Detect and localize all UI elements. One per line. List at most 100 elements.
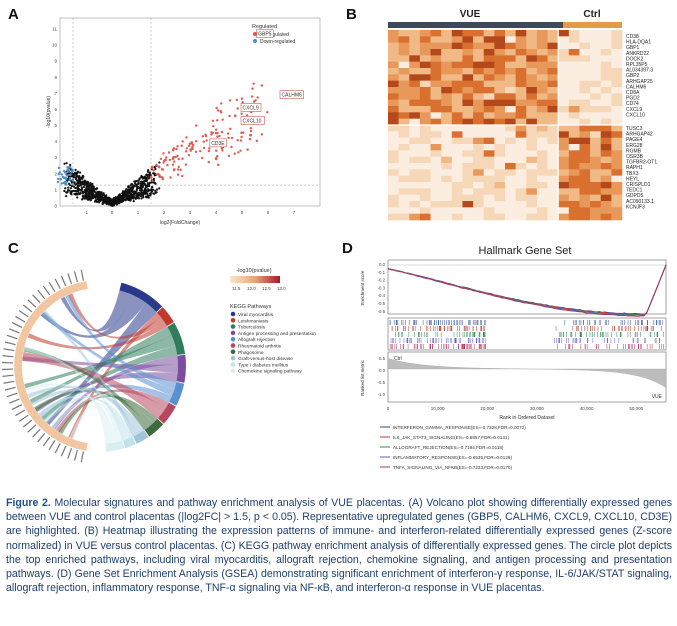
volcano-point-up [164,156,168,159]
heatmap-cell [388,93,399,100]
heatmap-cell [547,194,559,202]
volcano-point-ns [146,174,149,178]
volcano-point-ns [84,182,87,185]
volcano-point-ns [85,190,88,193]
heatmap-cell [558,188,570,195]
volcano-point-ns [85,196,88,199]
heatmap-cell [590,112,602,119]
heatmap-cell [441,80,453,88]
volcano-point-up [157,173,161,177]
heatmap-cell [611,207,623,214]
heatmap-cell [579,150,591,157]
heatmap-cell [398,144,410,151]
heatmap-cell [473,156,485,164]
heatmap-cell [441,30,453,37]
volcano-gene-box [240,116,265,125]
heatmap-cell [430,87,442,94]
heatmap-cell [547,36,559,43]
heatmap-cell [536,213,548,221]
volcano-point-ns [133,192,136,195]
volcano-y-tick: 2 [54,171,57,176]
volcano-point-ns [152,172,156,175]
volcano-point-up [237,151,240,154]
volcano-point-ns [116,199,120,202]
volcano-point-up [245,114,249,117]
volcano-point-down [57,177,60,181]
chord-gene-tick [3,380,15,384]
volcano-point-up [255,139,258,143]
heatmap-cell [483,112,495,119]
heatmap-cell [419,42,431,50]
volcano-point-ns [141,177,144,180]
heatmap-cell [611,163,623,170]
heatmap-cell [505,42,516,50]
heatmap: VUE Ctrl CD38HLA-DQA1GBP1ANKRD22DOCK2RPL… [388,9,657,221]
heatmap-cell [600,99,612,107]
heatmap-cell [451,207,463,214]
heatmap-cell [462,61,474,69]
heatmap-cell [611,169,623,176]
heatmap-cell [462,36,474,43]
volcano-point-ns [144,186,148,189]
chord-gene-tick [67,448,73,459]
heatmap-cell [590,93,602,100]
panel-b-letter: B [346,6,357,23]
heatmap-cell [419,118,431,126]
volcano-point-down [67,166,71,169]
heatmap-cell [526,201,538,208]
heatmap-cell [526,150,538,157]
heatmap-cell [483,131,495,138]
volcano-point-ns [70,184,73,188]
volcano-point-up [211,131,214,135]
chord-pathway-arc [105,440,125,452]
chord-ribbon [41,345,178,421]
chord-gene-tick [37,289,46,300]
volcano-point-ns [87,192,90,195]
heatmap-cell [430,207,442,214]
heatmap-cell [388,42,399,50]
volcano-point-up [240,131,243,134]
volcano-point-ns [107,199,110,202]
chord-legend-label: Rheumatoid arthritis [238,344,282,350]
volcano-point-up [220,111,223,114]
volcano-point-up [172,155,175,159]
volcano-point-ns [146,193,149,196]
heatmap-cell [568,163,580,170]
heatmap-cell [451,61,463,69]
volcano-point-ns [65,195,68,198]
panel-c-letter: C [8,240,19,257]
volcano-point-ns [75,174,78,177]
heatmap-cell [473,194,485,202]
heatmap-cell [579,201,591,208]
heatmap-cell [388,74,399,81]
heatmap-cell [505,93,516,100]
chord-gene-tick [54,443,61,454]
heatmap-cell [451,30,463,37]
heatmap-cell [398,169,410,176]
heatmap-cell [568,61,580,69]
heatmap-gene-label: TEDC1 [626,188,643,194]
heatmap-cell [526,61,538,69]
volcano-point-up [181,140,184,143]
heatmap-gene-label: TBX3 [626,171,639,177]
volcano-legend-up: Up-regulated [260,32,289,38]
heatmap-cell [419,99,431,107]
heatmap-cell [579,194,591,202]
heatmap-cell [494,30,506,37]
volcano-point-up [218,134,221,138]
heatmap-cell [462,125,474,132]
heatmap-cell [579,93,591,100]
heatmap-cell [398,163,410,170]
volcano-point-ns [118,193,121,196]
volcano-point-up [185,147,188,150]
heatmap-cell [579,61,591,69]
volcano-point-ns [140,191,143,195]
volcano-point-ns [105,194,108,197]
chord-gene-tick [9,328,20,334]
heatmap-cell [568,55,580,62]
volcano-point-up [214,132,218,135]
heatmap-cell [483,87,495,94]
heatmap-cell [398,125,410,132]
volcano-point-ns [80,186,83,189]
heatmap-cell [590,68,602,75]
